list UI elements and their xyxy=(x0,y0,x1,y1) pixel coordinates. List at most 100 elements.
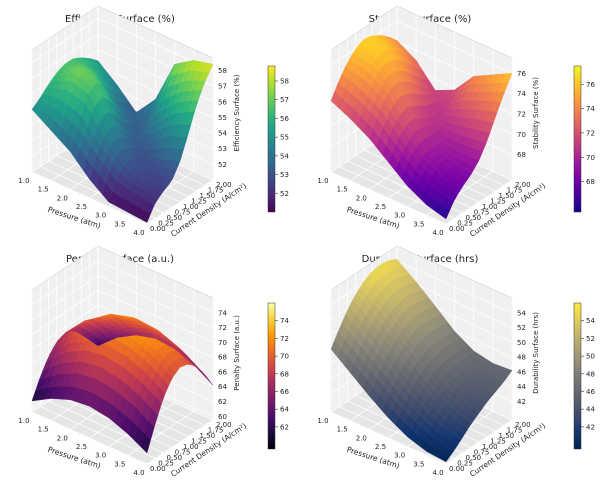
z-tick-label: 58 xyxy=(218,67,227,75)
y-tick-label: 1.25 xyxy=(490,438,506,446)
x-tick-label: 1.5 xyxy=(337,186,348,194)
x-tick-label: 3.5 xyxy=(114,460,125,468)
z-tick-label: 70 xyxy=(517,131,526,139)
x-tick-label: 4.0 xyxy=(432,469,443,477)
surface-patch xyxy=(393,38,404,48)
z-tick-label: 62 xyxy=(218,398,227,406)
y-tick-label: 1.75 xyxy=(208,427,224,435)
z-tick-label: 54 xyxy=(218,130,227,138)
z-tick-label: 60 xyxy=(218,413,227,421)
grid-line xyxy=(31,50,148,225)
z-tick-label: 52 xyxy=(218,161,227,169)
z-tick-label: 74 xyxy=(517,90,526,98)
colorbar-tick-label: 64 xyxy=(280,406,289,414)
x-tick-label: 1.0 xyxy=(317,417,328,425)
z-axis-label: Efficiency Surface (%) xyxy=(233,74,241,151)
z-tick-label: 72 xyxy=(218,324,227,332)
y-tick-label: 1.25 xyxy=(191,198,207,206)
colorbar-tick-label: 52 xyxy=(280,190,289,198)
colorbar-tick-label: 62 xyxy=(280,423,289,431)
y-tick-label: 1.25 xyxy=(191,438,207,446)
y-tick-label: 0.50 xyxy=(466,214,482,222)
y-tick-label: 0.00 xyxy=(150,225,166,233)
x-tick-label: 1.0 xyxy=(18,417,29,425)
chart-panel: Stability Surface (%) 1.0 1.5 2.0 2.5 3.0 3.5 4… xyxy=(317,5,595,239)
y-tick-label: 1.75 xyxy=(208,187,224,195)
y-tick-label: 0.25 xyxy=(158,460,174,468)
grid-line xyxy=(330,290,447,465)
y-tick-label: 0.50 xyxy=(167,454,183,462)
colorbar-bar xyxy=(573,302,582,450)
colorbar-tick-label: 50 xyxy=(586,353,595,361)
y-tick-label: 2.00 xyxy=(216,421,232,429)
chart-panel: Penalty Surface (a.u.) 1.0 1.5 2.0 2.5 3.0 3.5… xyxy=(18,245,289,479)
colorbar: 42 44 46 48 50 52 54 xyxy=(573,302,595,450)
z-tick-label: 72 xyxy=(517,110,526,118)
x-tick-label: 3.5 xyxy=(413,460,424,468)
colorbar-bar xyxy=(573,65,582,213)
colorbar-tick-label: 46 xyxy=(586,388,595,396)
x-axis-label: Pressure (atm) xyxy=(346,205,401,231)
y-tick-label: 1.75 xyxy=(507,187,523,195)
x-tick-label: 3.5 xyxy=(114,220,125,228)
colorbar-tick-label: 54 xyxy=(280,152,289,160)
y-tick-label: 0.25 xyxy=(158,220,174,228)
x-tick-label: 4.0 xyxy=(133,469,144,477)
colorbar: 62 64 66 68 70 72 74 xyxy=(267,302,289,450)
z-tick-label: 57 xyxy=(218,83,227,91)
chart-panel: Efficiency Surface (%) 1.0 1.5 2.0 2.5 3.0 3.5… xyxy=(18,5,289,239)
colorbar-tick-label: 42 xyxy=(586,423,595,431)
z-tick-label: 53 xyxy=(218,145,227,153)
grid-line xyxy=(48,279,164,454)
z-tick-label: 68 xyxy=(218,354,227,362)
colorbar-tick-label: 68 xyxy=(586,178,595,186)
y-tick-label: 1.50 xyxy=(499,192,515,200)
x-tick-label: 2.0 xyxy=(356,434,367,442)
z-axis-label: Stability Surface (%) xyxy=(532,77,540,149)
y-tick-label: 1.50 xyxy=(499,432,515,440)
x-tick-label: 1.5 xyxy=(38,426,49,434)
z-tick-label: 52 xyxy=(517,324,526,332)
y-tick-label: 0.25 xyxy=(457,220,473,228)
y-tick-label: 2.00 xyxy=(515,181,531,189)
x-axis-label: Pressure (atm) xyxy=(47,205,102,231)
z-tick-label: 66 xyxy=(218,368,227,376)
y-tick-label: 2.00 xyxy=(515,421,531,429)
x-tick-label: 3.0 xyxy=(95,452,106,460)
grid-line xyxy=(31,304,214,358)
y-tick-label: 1.25 xyxy=(490,198,506,206)
z-tick-label: 42 xyxy=(517,398,526,406)
grid-line xyxy=(330,50,447,225)
colorbar-tick-label: 74 xyxy=(586,105,595,113)
x-tick-label: 1.0 xyxy=(317,177,328,185)
x-tick-label: 3.0 xyxy=(394,452,405,460)
z-tick-label: 68 xyxy=(517,151,526,159)
x-tick-label: 1.5 xyxy=(337,426,348,434)
colorbar-tick-label: 70 xyxy=(280,353,289,361)
colorbar-bar xyxy=(267,65,276,213)
grid-line xyxy=(31,18,214,71)
x-tick-label: 3.5 xyxy=(413,220,424,228)
y-tick-label: 1.00 xyxy=(482,443,498,451)
y-tick-label: 1.50 xyxy=(200,432,216,440)
z-tick-label: 76 xyxy=(517,70,526,78)
z-tick-label: 55 xyxy=(218,114,227,122)
colorbar: 68 70 72 74 76 xyxy=(573,65,595,213)
x-axis-label: Pressure (atm) xyxy=(346,445,401,471)
colorbar-tick-label: 68 xyxy=(280,370,289,378)
colorbar-bar xyxy=(267,302,276,450)
x-tick-label: 2.5 xyxy=(76,443,87,451)
surface xyxy=(330,35,513,220)
colorbar-tick-label: 53 xyxy=(280,171,289,179)
grid-line xyxy=(31,275,214,328)
z-tick-label: 64 xyxy=(218,383,227,391)
x-tick-label: 4.0 xyxy=(432,229,443,237)
colorbar-tick-label: 72 xyxy=(586,129,595,137)
z-axis-label: Durability Surface (hrs) xyxy=(532,312,540,394)
y-tick-label: 1.00 xyxy=(183,443,199,451)
y-tick-label: 0.00 xyxy=(150,465,166,473)
x-axis-label: Pressure (atm) xyxy=(47,445,102,471)
colorbar-tick-label: 76 xyxy=(586,81,595,89)
colorbar: 52 53 54 55 56 57 58 xyxy=(267,65,289,213)
